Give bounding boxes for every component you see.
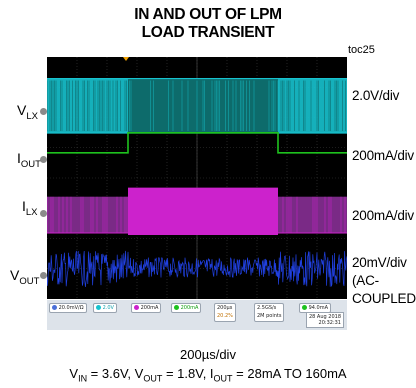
ch2-marker-icon (40, 156, 47, 163)
trigger-marker-icon (123, 57, 129, 61)
ch2-badge-icon (96, 305, 101, 310)
trigger-source-icon (302, 305, 307, 310)
ilx-lpm-band-right (278, 196, 347, 233)
iout-step-line (47, 132, 347, 154)
status-ch4: 200mA (171, 303, 202, 313)
ch4-badge-icon (174, 305, 179, 310)
waveform-plot (47, 57, 347, 299)
status-acquisition: 2.5GS/s 2M points (254, 303, 285, 322)
chart-title-line2: LOAD TRANSIENT (141, 24, 275, 41)
scale-vout-note-1: (AC- (352, 273, 379, 288)
series-ilx (47, 187, 347, 235)
status-ch2: 2.0V (93, 303, 117, 313)
status-ch3: 200mA (131, 303, 162, 313)
series-iout (47, 132, 347, 154)
status-ch1: 20.0mV/Ω (49, 303, 87, 313)
test-conditions: VIN = 3.6V, VOUT = 1.8V, IOUT = 28mA TO … (69, 366, 347, 384)
scale-vout-note-2: COUPLED) (352, 291, 416, 306)
label-ilx: ILX (22, 198, 38, 218)
ch4-marker-icon (40, 272, 47, 279)
oscilloscope-screen (47, 57, 347, 299)
scope-status-bar: 20.0mV/Ω 2.0V 200mA 200mA 200µs 20.2% 2.5… (47, 300, 347, 330)
vout-ripple-trace (47, 250, 347, 288)
ch1-marker-icon (40, 108, 47, 115)
ilx-heavy-band (128, 187, 278, 235)
scale-ilx: 200mA/div (352, 208, 414, 223)
label-vlx: VLX (17, 102, 38, 122)
status-timebase: 200µs 20.2% (214, 303, 236, 322)
scale-vlx: 2.0V/div (352, 88, 400, 103)
status-datetime: 28 Aug 2018 20:32:31 (305, 312, 344, 328)
vlx-lpm-band-right (278, 78, 347, 133)
label-iout: IOUT (17, 150, 41, 170)
ch1-badge-icon (52, 305, 57, 310)
x-axis-label: 200µs/div (180, 347, 236, 362)
label-vout: VOUT (10, 267, 40, 287)
figure-code: toc25 (348, 44, 375, 56)
series-vlx (47, 77, 347, 134)
scale-iout: 200mA/div (352, 148, 414, 163)
series-vout (47, 250, 347, 288)
ilx-lpm-band-left (47, 196, 128, 233)
scale-vout: 20mV/div (352, 255, 407, 270)
ch3-marker-icon (40, 210, 47, 217)
chart-title-line1: IN AND OUT OF LPM (134, 6, 282, 23)
ch3-badge-icon (134, 305, 139, 310)
